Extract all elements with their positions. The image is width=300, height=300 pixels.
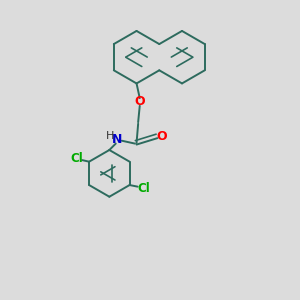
Text: O: O bbox=[156, 130, 167, 143]
Text: N: N bbox=[112, 133, 122, 146]
Text: O: O bbox=[134, 95, 145, 109]
Text: H: H bbox=[106, 130, 115, 141]
Text: Cl: Cl bbox=[70, 152, 83, 165]
Text: Cl: Cl bbox=[138, 182, 150, 195]
